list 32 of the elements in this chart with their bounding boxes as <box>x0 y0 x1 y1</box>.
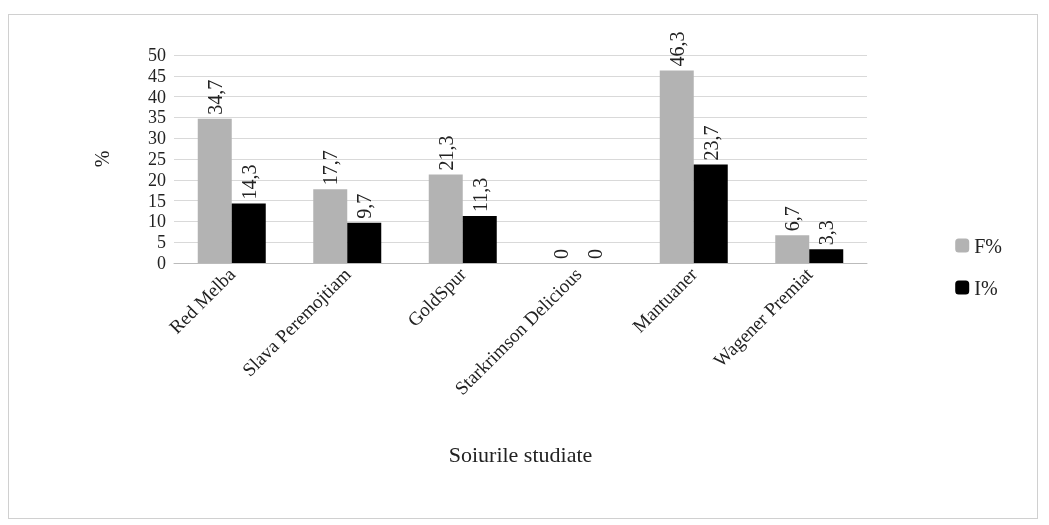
bar <box>231 203 266 263</box>
legend-label: F% <box>974 234 1003 257</box>
data-label: 6,7 <box>781 206 804 232</box>
y-tick-label: 45 <box>148 65 166 86</box>
bar <box>809 249 844 263</box>
y-tick-label: 35 <box>148 107 166 128</box>
legend-label: I% <box>974 276 998 299</box>
data-label: 0 <box>584 249 607 259</box>
y-axis-title: % <box>91 150 113 168</box>
data-label: 17,7 <box>319 150 342 186</box>
y-tick-label: 20 <box>148 169 166 190</box>
data-label: 0 <box>550 249 573 259</box>
data-label: 9,7 <box>353 193 376 219</box>
y-tick-label: 25 <box>148 149 166 169</box>
y-tick-label: 15 <box>148 190 166 211</box>
data-label: 34,7 <box>203 79 226 115</box>
data-label: 3,3 <box>815 220 838 246</box>
data-label: 11,3 <box>468 177 491 212</box>
y-tick-label: 0 <box>157 253 166 273</box>
x-axis-title: Soiurile studiate <box>448 441 593 467</box>
y-tick-label: 10 <box>148 211 166 232</box>
bar <box>347 222 382 263</box>
bar <box>693 164 728 263</box>
y-tick-label: 40 <box>148 86 166 107</box>
data-label: 23,7 <box>699 125 722 161</box>
data-label: 21,3 <box>434 135 457 171</box>
data-label: 46,3 <box>665 31 688 67</box>
y-tick-label: 50 <box>148 45 166 65</box>
bar <box>462 215 497 263</box>
y-tick-label: 5 <box>157 232 166 253</box>
data-label: 14,3 <box>237 164 260 200</box>
y-tick-label: 30 <box>148 128 166 149</box>
